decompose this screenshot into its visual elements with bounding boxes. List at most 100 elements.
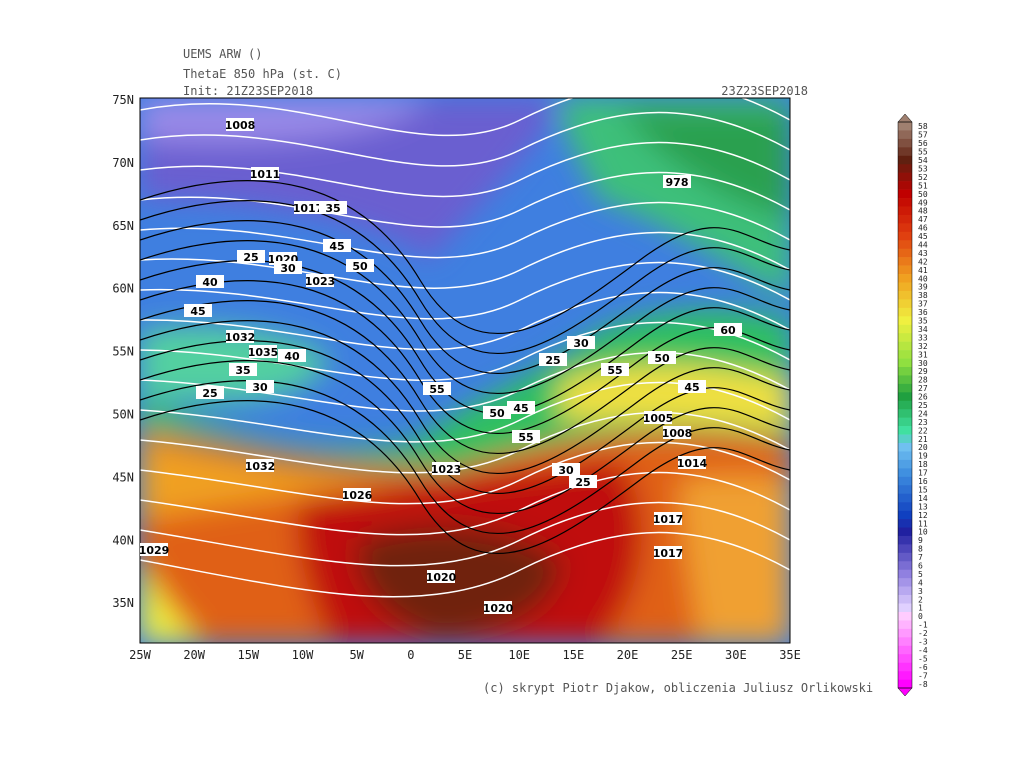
contour-label: 55 <box>607 364 622 377</box>
colorbar-cell <box>898 417 912 427</box>
colorbar-cell <box>898 662 912 672</box>
colorbar-label: 23 <box>918 418 928 427</box>
colorbar-cell <box>898 248 912 258</box>
colorbar-label: 20 <box>918 443 928 452</box>
contour-label: 45 <box>513 402 528 415</box>
white-contour <box>140 171 790 228</box>
contour-label-bg <box>663 175 691 188</box>
contour-label-bg <box>678 456 706 469</box>
contour-label: 1011 <box>250 168 281 181</box>
colorbar-label: 17 <box>918 469 928 478</box>
contour-label: 25 <box>575 476 590 489</box>
colorbar-cell <box>898 333 912 342</box>
contour-label-bg <box>249 345 277 358</box>
black-contour <box>140 240 790 395</box>
map-frame <box>139 97 791 644</box>
contour-label-bg <box>484 601 512 614</box>
contour-label: 1017 <box>293 202 324 215</box>
colorbar-label: 31 <box>918 350 928 359</box>
colorbar-cell <box>898 426 912 435</box>
black-contour <box>140 380 790 535</box>
contour-label-bg <box>423 382 451 395</box>
lon-label: 20W <box>183 648 205 662</box>
colorbar-label: 52 <box>918 173 928 182</box>
contour-label: 1020 <box>426 571 457 584</box>
colorbar-label: 35 <box>918 317 928 326</box>
contour-label: 1005 <box>643 412 674 425</box>
colorbar-label: 14 <box>918 494 928 503</box>
colorbar-cell <box>898 443 912 452</box>
colorbar-cell <box>898 189 912 199</box>
lon-label: 25E <box>671 648 693 662</box>
colorbar-label: 6 <box>918 562 923 571</box>
contour-label: 45 <box>329 240 344 253</box>
contour-label: 30 <box>558 464 574 477</box>
contour-label-bg <box>226 330 254 343</box>
colorbar-label: 34 <box>918 325 928 334</box>
contour-label-bg <box>648 351 676 364</box>
contour-label-bg <box>601 363 629 376</box>
white-contour <box>140 261 790 320</box>
contour-label-bg <box>323 239 351 252</box>
colorbar-cell <box>898 290 912 300</box>
colorbar-cell <box>898 468 912 478</box>
colorbar-label: 21 <box>918 435 928 444</box>
colorbar-label: 25 <box>918 401 928 410</box>
contour-label-bg <box>184 304 212 317</box>
contour-label-bg <box>644 411 672 424</box>
contour-label-bg <box>346 259 374 272</box>
contour-label: 1029 <box>139 544 170 557</box>
colorbar-cell <box>898 493 912 503</box>
white-contour <box>140 291 790 351</box>
black-contour <box>140 180 790 335</box>
contour-label-bg <box>251 167 279 180</box>
contour-label: 55 <box>518 431 533 444</box>
contour-label: 1032 <box>245 460 276 473</box>
contour-label-bg <box>246 380 274 393</box>
lat-label: 50N <box>112 408 134 422</box>
black-contour <box>140 200 790 355</box>
black-contour <box>140 300 790 455</box>
model-title: UEMS ARW () <box>183 47 262 61</box>
contour-label: 30 <box>573 337 589 350</box>
colorbar-cell <box>898 223 912 233</box>
contour-label-bg <box>343 488 371 501</box>
contour-label-bg <box>246 459 274 472</box>
contour-label-bg <box>278 349 306 362</box>
colorbar-cell <box>898 409 912 418</box>
white-contour <box>140 201 790 259</box>
colorbar-label: 43 <box>918 249 928 258</box>
colorbar-cell <box>898 240 912 250</box>
colorbar-label: -1 <box>918 621 928 630</box>
colorbar-cell <box>898 147 912 157</box>
contour-label-bg <box>539 353 567 366</box>
contour-label-bg <box>663 426 691 439</box>
colorbar-label: 55 <box>918 148 928 157</box>
colorbar-cell <box>898 307 912 317</box>
contour-label: 1026 <box>342 489 373 502</box>
contour-label: 1014 <box>677 457 708 470</box>
colorbar-cell <box>898 138 912 148</box>
colorbar-label: -3 <box>918 638 928 647</box>
colorbar-arrow-top <box>897 113 913 123</box>
contour-label: 40 <box>202 276 218 289</box>
colorbar-cell <box>898 485 912 495</box>
contour-label: 60 <box>720 324 736 337</box>
contour-label-bg <box>140 543 168 556</box>
contour-label: 55 <box>429 383 444 396</box>
white-contour <box>140 231 790 289</box>
colorbar-cell <box>898 231 912 241</box>
colorbar-cell <box>898 383 912 393</box>
colorbar-label: 13 <box>918 502 928 511</box>
colorbar-label: 28 <box>918 376 928 385</box>
contour-label: 35 <box>325 202 340 215</box>
colorbar-label: -6 <box>918 663 928 672</box>
colorbar-label: 27 <box>918 384 928 393</box>
black-contour <box>140 320 790 475</box>
colorbar-label: 57 <box>918 131 928 140</box>
contour-label: 30 <box>252 381 268 394</box>
colorbar-cell <box>898 130 912 140</box>
lon-label: 10W <box>292 648 314 662</box>
contour-label: 1017 <box>653 513 684 526</box>
colorbar-label: -4 <box>918 646 928 655</box>
